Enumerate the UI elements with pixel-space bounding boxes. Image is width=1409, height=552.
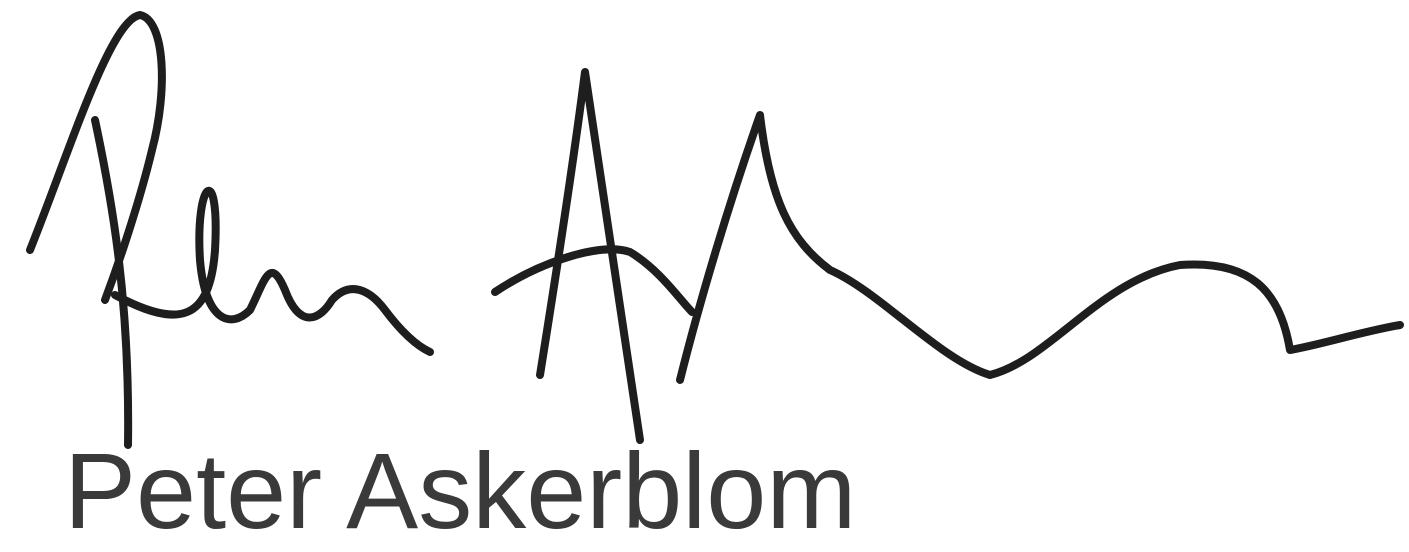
signature-stroke (680, 115, 1400, 380)
signature-stroke (30, 15, 162, 300)
page: Peter Askerblom (() => { const data = JS… (0, 0, 1409, 552)
signature-stroke (495, 249, 692, 312)
signature (30, 15, 1400, 445)
signature-stroke (115, 191, 430, 352)
signature-stroke (540, 72, 640, 440)
printed-name: Peter Askerblom (64, 430, 856, 551)
signature-image: Peter Askerblom (0, 0, 1409, 552)
